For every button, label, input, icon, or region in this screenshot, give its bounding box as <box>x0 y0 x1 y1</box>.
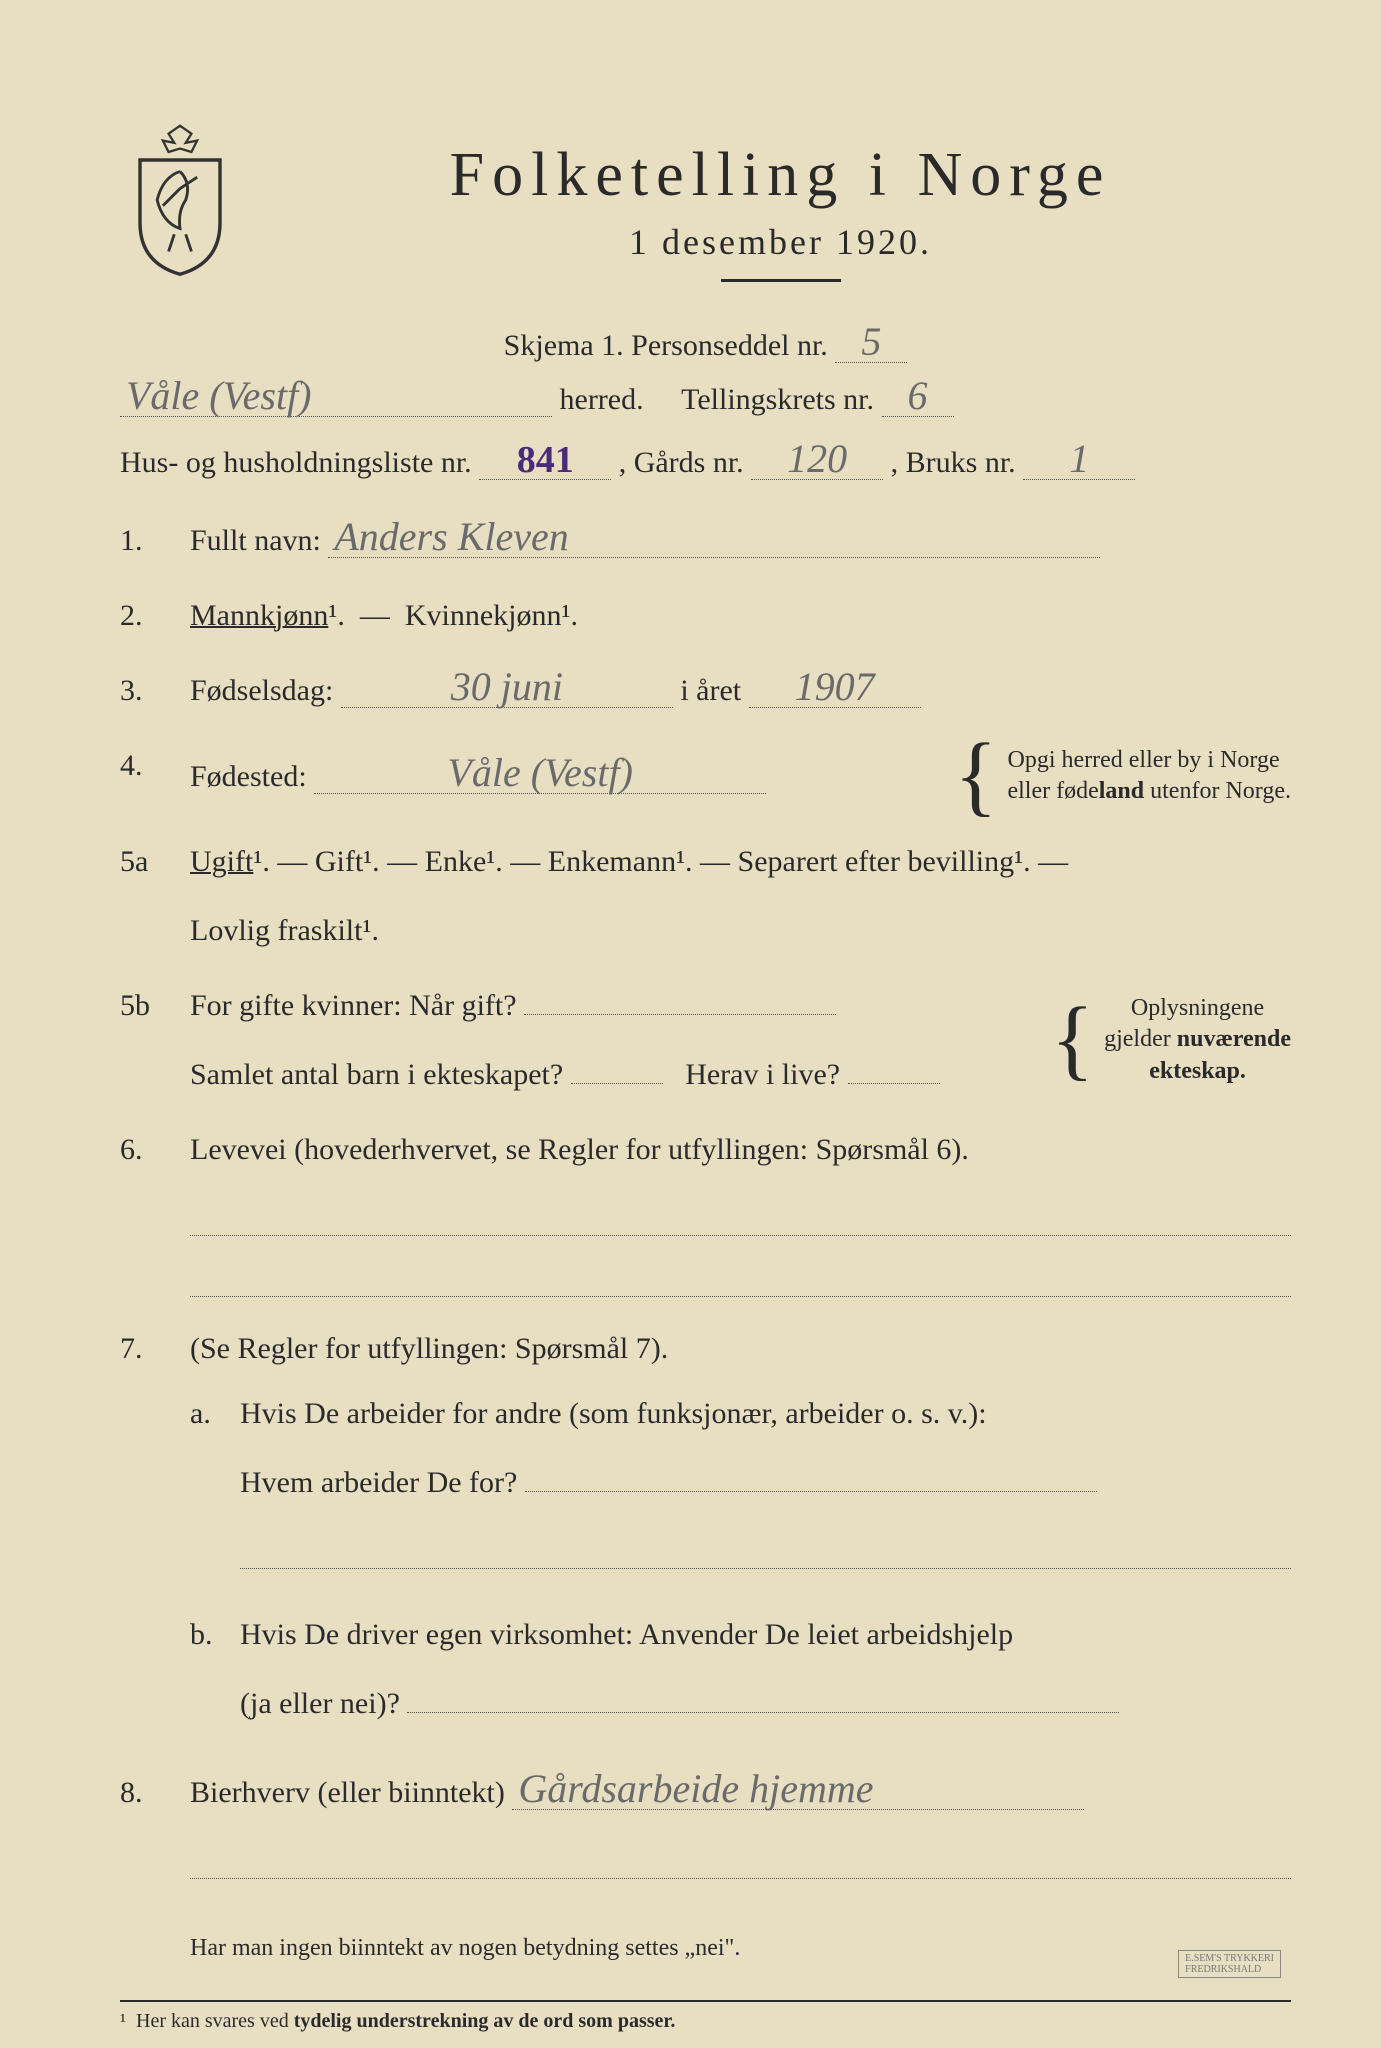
q5b-l2a: Samlet antal barn i ekteskapet? <box>190 1058 563 1091</box>
hus-nr: 841 <box>479 441 611 480</box>
form-body: 1. Fullt navn: Anders Kleven 2. Mannkjøn… <box>120 515 1291 2033</box>
tellingskrets-label: Tellingskrets nr. <box>681 383 874 416</box>
hus-label: Hus- og husholdningsliste nr. <box>120 446 472 479</box>
herred-name: Våle (Vestf) <box>120 376 552 417</box>
q3: 3. Fødselsdag: 30 juni i året 1907 <box>120 665 1291 716</box>
personseddel-nr: 5 <box>835 322 907 363</box>
q7b-l2: (ja eller nei)? <box>240 1687 400 1720</box>
q8-fill-2 <box>190 1844 1291 1879</box>
q5a-num: 5a <box>120 836 190 956</box>
brace-icon: { <box>954 740 997 812</box>
q3-day: 30 juni <box>341 667 673 708</box>
q2-text: Mannkjønn¹. — Kvinnekjønn¹. <box>190 590 1291 641</box>
q4-value: Våle (Vestf) <box>314 753 766 794</box>
herred-row: Våle (Vestf) herred. Tellingskrets nr. 6 <box>120 371 1291 428</box>
q4: 4. Fødested: Våle (Vestf) { Opgi herred … <box>120 740 1291 812</box>
subtitle: 1 desember 1920. <box>270 221 1291 263</box>
q7-text: (Se Regler for utfyllingen: Spørsmål 7). <box>190 1323 1291 1374</box>
q5b-l1-fill <box>524 1014 836 1015</box>
q6-text: Levevei (hovederhvervet, se Regler for u… <box>190 1124 1291 1175</box>
skjema-row: Skjema 1. Personseddel nr. 5 <box>120 322 1291 363</box>
q7a-l1: Hvis De arbeider for andre (som funksjon… <box>240 1388 1291 1439</box>
census-form-page: Folketelling i Norge 1 desember 1920. Sk… <box>0 0 1381 2048</box>
q2: 2. Mannkjønn¹. — Kvinnekjønn¹. <box>120 590 1291 641</box>
q3-year: 1907 <box>749 667 921 708</box>
q5a-text: Ugift¹. — Gift¹. — Enke¹. — Enkemann¹. —… <box>190 836 1291 956</box>
q4-side1: Opgi herred eller by i Norge <box>1007 745 1291 776</box>
q1: 1. Fullt navn: Anders Kleven <box>120 515 1291 566</box>
q2-num: 2. <box>120 590 190 641</box>
brace-icon-2: { <box>1051 1004 1094 1076</box>
q6: 6. Levevei (hovederhvervet, se Regler fo… <box>120 1124 1291 1175</box>
divider <box>721 279 841 282</box>
gards-label: , Gårds nr. <box>619 446 744 479</box>
q6-fill-2 <box>190 1262 1291 1297</box>
q4-side2: eller fødeland utenfor Norge. <box>1007 776 1291 807</box>
q1-value: Anders Kleven <box>328 517 1100 558</box>
q8-label: Bierhverv (eller biinntekt) <box>190 1776 505 1809</box>
q5b-l2b: Herav i live? <box>685 1058 840 1091</box>
q5a-text2: Lovlig fraskilt¹. <box>190 905 1291 956</box>
bruks-label: , Bruks nr. <box>891 446 1016 479</box>
q8: 8. Bierhverv (eller biinntekt) Gårdsarbe… <box>120 1767 1291 1905</box>
q7-num: 7. <box>120 1323 190 1743</box>
q5b-side3: ekteskap. <box>1104 1056 1291 1087</box>
q1-label: Fullt navn: <box>190 524 321 557</box>
q5b-side1: Oplysningene <box>1104 993 1291 1024</box>
q5b-side2: gjelder nuværende <box>1104 1024 1291 1055</box>
main-title: Folketelling i Norge <box>270 140 1291 211</box>
herred-label: herred. <box>560 383 644 416</box>
q3-num: 3. <box>120 665 190 716</box>
tellingskrets-nr: 6 <box>882 376 954 417</box>
q7a-letter: a. <box>190 1388 240 1595</box>
q5b-l2b-fill <box>848 1083 940 1084</box>
footnote-top: Har man ingen biinntekt av nogen betydni… <box>190 1935 1291 1962</box>
footnote: ¹ Her kan svares ved tydelig understrekn… <box>120 2000 1291 2033</box>
q4-num: 4. <box>120 740 190 812</box>
bruks-nr: 1 <box>1023 439 1135 480</box>
title-block: Folketelling i Norge 1 desember 1920. <box>270 120 1291 312</box>
q5b-l2a-fill <box>571 1083 663 1084</box>
q3-label: Fødselsdag: <box>190 674 333 707</box>
q7a: a. Hvis De arbeider for andre (som funks… <box>190 1388 1291 1595</box>
q6-fill-1 <box>190 1201 1291 1236</box>
q3-mid: i året <box>680 674 741 707</box>
printer-stamp: E.SEM'S TRYKKERIFREDRIKSHALD <box>1178 1950 1281 1978</box>
q7b: b. Hvis De driver egen virksomhet: Anven… <box>190 1609 1291 1729</box>
q1-num: 1. <box>120 515 190 566</box>
q5b-l1: For gifte kvinner: Når gift? <box>190 989 517 1022</box>
q5b-sidenote: Oplysningene gjelder nuværende ekteskap. <box>1104 993 1291 1087</box>
gards-nr: 120 <box>751 439 883 480</box>
skjema-label: Skjema 1. Personseddel nr. <box>504 329 828 362</box>
q8-value: Gårdsarbeide hjemme <box>512 1769 1084 1810</box>
q4-label: Fødested: <box>190 760 307 793</box>
q8-num: 8. <box>120 1767 190 1905</box>
q5b: 5b For gifte kvinner: Når gift? Samlet a… <box>120 980 1291 1100</box>
q7a-l2: Hvem arbeider De for? <box>240 1466 517 1499</box>
q7b-letter: b. <box>190 1609 240 1729</box>
coat-of-arms-icon <box>120 120 240 280</box>
q7a-fill-2 <box>240 1534 1291 1569</box>
q5a: 5a Ugift¹. — Gift¹. — Enke¹. — Enkemann¹… <box>120 836 1291 956</box>
q5b-num: 5b <box>120 980 190 1100</box>
header: Folketelling i Norge 1 desember 1920. <box>120 120 1291 312</box>
q4-sidenote: Opgi herred eller by i Norge eller fødel… <box>1007 745 1291 807</box>
q6-num: 6. <box>120 1124 190 1175</box>
hus-row: Hus- og husholdningsliste nr. 841 , Gård… <box>120 434 1291 491</box>
q7a-fill <box>525 1491 1097 1492</box>
q7: 7. (Se Regler for utfyllingen: Spørsmål … <box>120 1323 1291 1743</box>
q7b-fill <box>407 1712 1119 1713</box>
q7b-l1: Hvis De driver egen virksomhet: Anvender… <box>240 1609 1291 1660</box>
